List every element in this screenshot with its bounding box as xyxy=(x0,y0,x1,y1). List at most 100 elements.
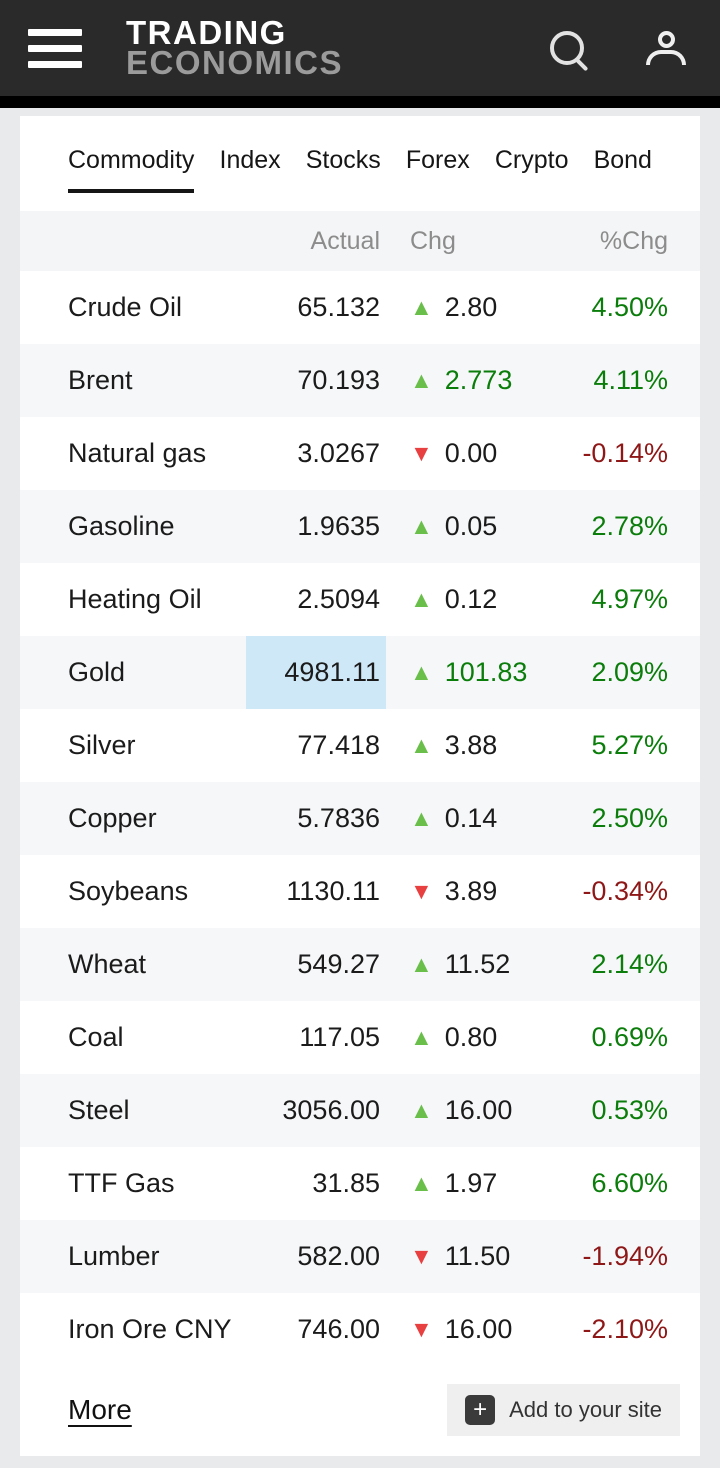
commodity-name[interactable]: Gasoline xyxy=(68,511,175,541)
table-row[interactable]: Steel 3056.00 ▲ 16.00 0.53% xyxy=(20,1074,700,1147)
triangle-up-icon: ▲ xyxy=(410,294,433,320)
header-chg[interactable]: Chg xyxy=(410,226,456,255)
market-tabs: Commodity Index Stocks Forex Crypto Bond xyxy=(20,146,700,193)
percent-change: 4.11% xyxy=(593,365,668,395)
change-value: 2.773 xyxy=(444,365,513,395)
triangle-up-icon: ▲ xyxy=(410,805,433,831)
table-row[interactable]: Gasoline 1.9635 ▲ 0.05 2.78% xyxy=(20,490,700,563)
commodity-name[interactable]: Silver xyxy=(68,730,136,760)
actual-value: 549.27 xyxy=(297,949,380,979)
actual-value: 1130.11 xyxy=(286,876,380,906)
actual-value: 77.418 xyxy=(297,730,380,760)
percent-change: 2.14% xyxy=(591,949,668,979)
triangle-down-icon: ▼ xyxy=(410,1316,433,1342)
percent-change: 4.97% xyxy=(591,584,668,614)
table-row[interactable]: Silver 77.418 ▲ 3.88 5.27% xyxy=(20,709,700,782)
commodity-name[interactable]: Natural gas xyxy=(68,438,207,468)
table-row[interactable]: Copper 5.7836 ▲ 0.14 2.50% xyxy=(20,782,700,855)
logo-line1: TRADING xyxy=(126,14,287,51)
change-cell: ▲ 3.88 xyxy=(380,709,556,782)
change-cell: ▲ 11.52 xyxy=(380,928,556,1001)
actual-value: 3056.00 xyxy=(282,1095,380,1125)
table-row[interactable]: Gold 4981.11 ▲ 101.83 2.09% xyxy=(20,636,700,709)
actual-value: 1.9635 xyxy=(297,511,380,541)
commodity-name[interactable]: Steel xyxy=(68,1095,130,1125)
triangle-up-icon: ▲ xyxy=(410,513,433,539)
actual-value: 5.7836 xyxy=(297,803,380,833)
percent-change: -2.10% xyxy=(582,1314,668,1344)
commodity-name[interactable]: Lumber xyxy=(68,1241,160,1271)
triangle-down-icon: ▼ xyxy=(410,878,433,904)
percent-change: 0.69% xyxy=(591,1022,668,1052)
change-cell: ▼ 0.00 xyxy=(380,417,556,490)
change-value: 16.00 xyxy=(444,1095,513,1125)
actual-value: 746.00 xyxy=(297,1314,380,1344)
percent-change: -1.94% xyxy=(582,1241,668,1271)
change-cell: ▲ 2.773 xyxy=(380,344,556,417)
percent-change: -0.14% xyxy=(582,438,668,468)
change-value: 3.89 xyxy=(444,876,498,906)
header-pct[interactable]: %Chg xyxy=(599,226,668,255)
change-value: 2.80 xyxy=(444,292,498,322)
percent-change: 2.78% xyxy=(591,511,668,541)
table-row[interactable]: Brent 70.193 ▲ 2.773 4.11% xyxy=(20,344,700,417)
tab-crypto[interactable]: Crypto xyxy=(494,146,569,174)
table-row[interactable]: Wheat 549.27 ▲ 11.52 2.14% xyxy=(20,928,700,1001)
table-row[interactable]: Heating Oil 2.5094 ▲ 0.12 4.97% xyxy=(20,563,700,636)
tab-bond[interactable]: Bond xyxy=(593,146,652,174)
change-value: 0.14 xyxy=(444,803,498,833)
commodity-name[interactable]: Crude Oil xyxy=(68,292,183,322)
actual-value: 3.0267 xyxy=(297,438,380,468)
search-icon[interactable] xyxy=(550,31,584,65)
commodity-name[interactable]: Soybeans xyxy=(68,876,189,906)
table-row[interactable]: TTF Gas 31.85 ▲ 1.97 6.60% xyxy=(20,1147,700,1220)
change-cell: ▲ 0.05 xyxy=(380,490,556,563)
logo-line2: ECONOMICS xyxy=(126,44,344,81)
table-row[interactable]: Crude Oil 65.132 ▲ 2.80 4.50% xyxy=(20,271,700,344)
change-cell: ▲ 0.80 xyxy=(380,1001,556,1074)
actual-value-highlighted: 4981.11 xyxy=(246,636,386,709)
actual-value: 2.5094 xyxy=(297,584,380,614)
commodity-name[interactable]: Heating Oil xyxy=(68,584,202,614)
commodity-name[interactable]: Iron Ore CNY xyxy=(68,1314,232,1344)
triangle-up-icon: ▲ xyxy=(410,659,433,685)
change-value: 11.52 xyxy=(444,949,511,979)
header-actual[interactable]: Actual xyxy=(310,226,380,255)
commodity-name[interactable]: TTF Gas xyxy=(68,1168,175,1198)
user-icon[interactable] xyxy=(646,31,686,65)
tab-commodity[interactable]: Commodity xyxy=(68,146,195,193)
commodity-name[interactable]: Brent xyxy=(68,365,133,395)
percent-change: 2.09% xyxy=(591,657,668,687)
triangle-up-icon: ▲ xyxy=(410,1170,433,1196)
percent-change: 2.50% xyxy=(591,803,668,833)
table-row[interactable]: Iron Ore CNY 746.00 ▼ 16.00 -2.10% xyxy=(20,1293,700,1366)
commodity-name[interactable]: Coal xyxy=(68,1022,124,1052)
percent-change: 4.50% xyxy=(591,292,668,322)
more-link[interactable]: More xyxy=(68,1394,132,1425)
commodity-name[interactable]: Gold xyxy=(68,657,126,687)
brand-logo[interactable]: TRADING ECONOMICS xyxy=(126,14,344,81)
commodity-name[interactable]: Wheat xyxy=(68,949,147,979)
actual-value: 65.132 xyxy=(297,292,380,322)
change-cell: ▼ 11.50 xyxy=(380,1220,556,1293)
hamburger-icon[interactable] xyxy=(28,20,82,77)
table-row[interactable]: Lumber 582.00 ▼ 11.50 -1.94% xyxy=(20,1220,700,1293)
change-cell: ▲ 0.14 xyxy=(380,782,556,855)
tab-forex[interactable]: Forex xyxy=(405,146,470,174)
app-header: TRADING ECONOMICS xyxy=(0,0,720,96)
commodity-name[interactable]: Copper xyxy=(68,803,157,833)
add-to-site-button[interactable]: + Add to your site xyxy=(447,1384,680,1436)
markets-card: Commodity Index Stocks Forex Crypto Bond Actu… xyxy=(20,116,700,1456)
table-row[interactable]: Soybeans 1130.11 ▼ 3.89 -0.34% xyxy=(20,855,700,928)
tab-stocks[interactable]: Stocks xyxy=(305,146,381,174)
table-row[interactable]: Coal 117.05 ▲ 0.80 0.69% xyxy=(20,1001,700,1074)
triangle-up-icon: ▲ xyxy=(410,586,433,612)
commodity-table-body: Crude Oil 65.132 ▲ 2.80 4.50% Brent 70.193 ▲ 2.7… xyxy=(20,271,700,1366)
table-row[interactable]: Natural gas 3.0267 ▼ 0.00 -0.14% xyxy=(20,417,700,490)
actual-value: 31.85 xyxy=(312,1168,380,1198)
triangle-up-icon: ▲ xyxy=(410,951,433,977)
triangle-down-icon: ▼ xyxy=(410,1243,433,1269)
change-value: 0.80 xyxy=(444,1022,498,1052)
change-cell: ▼ 16.00 xyxy=(380,1293,556,1366)
tab-index[interactable]: Index xyxy=(219,146,281,174)
